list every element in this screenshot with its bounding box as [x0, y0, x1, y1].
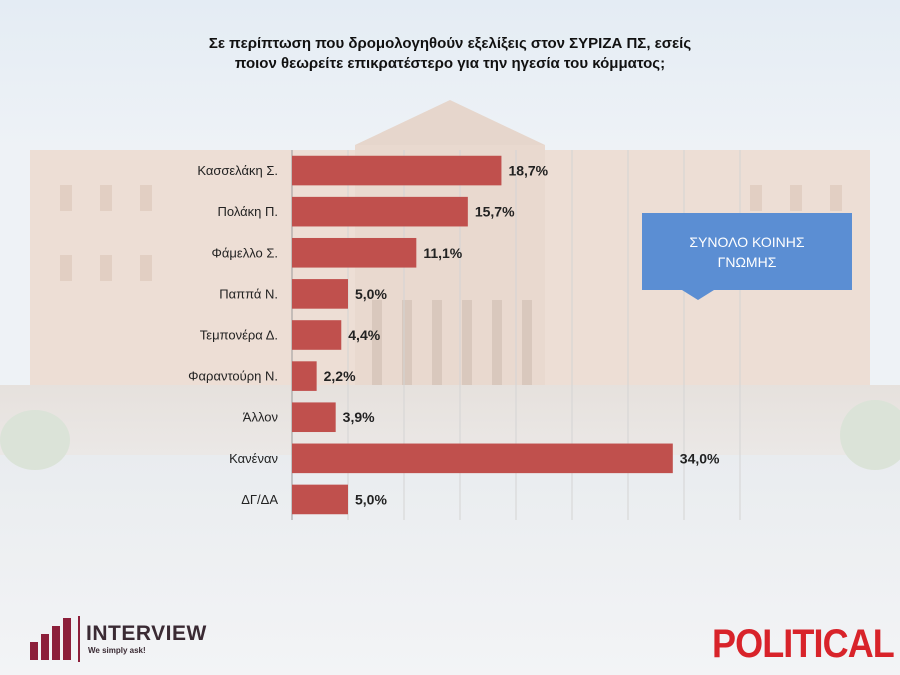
- interview-logo-name: INTERVIEW: [86, 622, 207, 645]
- bar: [292, 484, 348, 515]
- political-logo: POLITICAL: [712, 622, 895, 666]
- bar: [292, 237, 417, 268]
- bar: [292, 279, 348, 309]
- chart-bars: [292, 155, 673, 515]
- bar: [292, 443, 673, 474]
- category-label: Πολάκη Π.: [217, 204, 278, 219]
- bar: [292, 402, 336, 433]
- category-label: Κανέναν: [229, 451, 278, 466]
- value-label: 5,0%: [355, 491, 387, 507]
- annotation-text: ΣΥΝΟΛΟ ΚΟΙΝΗΣ ΓΝΩΜΗΣ: [689, 233, 805, 270]
- category-label: ΔΓ/ΔΑ: [241, 492, 278, 507]
- bar: [292, 155, 502, 186]
- value-label: 18,7%: [508, 163, 548, 179]
- category-label: Άλλον: [243, 410, 278, 425]
- bar: [292, 320, 342, 350]
- value-label: 5,0%: [355, 286, 387, 302]
- bar: [292, 196, 468, 227]
- value-label: 11,1%: [423, 245, 462, 261]
- bar: [292, 361, 317, 391]
- value-label: 4,4%: [348, 327, 380, 343]
- category-label: Παππά Ν.: [219, 286, 278, 301]
- category-label: Τεμπονέρα Δ.: [200, 328, 278, 343]
- category-labels: Κασσελάκη Σ. Πολάκη Π. Φάμελλο Σ. Παππά Ν. Τ…: [188, 163, 278, 507]
- annotation-pointer: [682, 290, 714, 300]
- category-label: Κασσελάκη Σ.: [197, 163, 278, 178]
- value-labels: 18,7% 15,7% 11,1% 5,0% 4,4% 2,2% 3,9% 34,0% 5,0%: [324, 163, 720, 508]
- category-label: Φάμελλο Σ.: [212, 245, 278, 260]
- interview-logo-slogan: We simply ask!: [88, 646, 146, 655]
- value-label: 34,0%: [680, 450, 720, 466]
- value-label: 15,7%: [475, 204, 515, 220]
- value-label: 3,9%: [343, 409, 375, 425]
- interview-logo: INTERVIEW We simply ask!: [30, 614, 230, 664]
- value-label: 2,2%: [324, 368, 356, 384]
- chart-title: Σε περίπτωση που δρομολογηθούν εξελίξεις…: [208, 35, 692, 72]
- annotation-box: ΣΥΝΟΛΟ ΚΟΙΝΗΣ ΓΝΩΜΗΣ: [642, 213, 852, 290]
- category-label: Φαραντούρη Ν.: [188, 369, 278, 384]
- interview-logo-icon: [30, 618, 74, 660]
